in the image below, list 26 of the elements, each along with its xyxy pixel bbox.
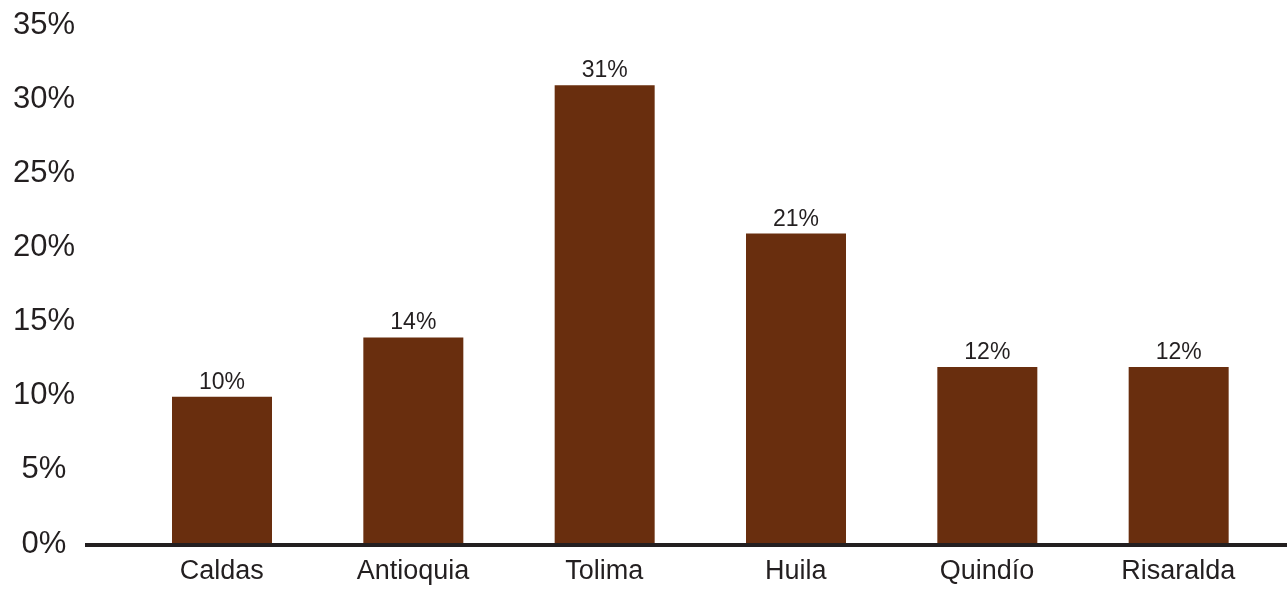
- bar: [746, 233, 846, 545]
- data-label: 21%: [772, 204, 820, 231]
- x-tick-label: Antioquia: [356, 555, 471, 586]
- y-tick-label: 20%: [12, 227, 76, 263]
- bar: [172, 396, 272, 545]
- y-tick-label: 25%: [12, 153, 76, 189]
- data-label: 12%: [1155, 338, 1202, 365]
- data-label: 10%: [198, 367, 246, 394]
- data-label: 12%: [964, 338, 1011, 365]
- y-tick-label: 15%: [12, 302, 76, 338]
- bar: [363, 337, 464, 545]
- bar: [937, 367, 1038, 545]
- bar: [554, 85, 655, 545]
- bar: [1128, 367, 1229, 545]
- x-tick-label: Tolima: [565, 555, 645, 586]
- x-tick-label: Huila: [764, 555, 828, 586]
- y-tick-label: 30%: [12, 79, 76, 115]
- data-label: 31%: [581, 56, 628, 83]
- x-tick-label: Caldas: [179, 555, 264, 586]
- y-tick-label: 0%: [21, 524, 67, 560]
- y-tick-label: 10%: [12, 376, 76, 412]
- x-tick-label: Quindío: [939, 555, 1035, 586]
- y-tick-label: 35%: [12, 5, 76, 41]
- x-tick-label: Risaralda: [1121, 555, 1237, 586]
- data-label: 14%: [390, 308, 437, 335]
- y-tick-label: 5%: [21, 450, 67, 486]
